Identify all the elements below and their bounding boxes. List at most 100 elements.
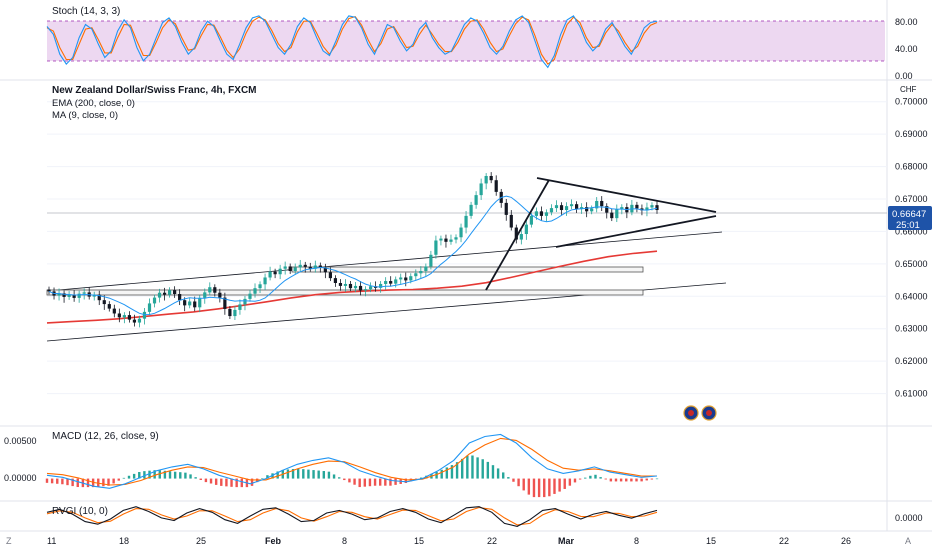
candle-body: [92, 294, 96, 297]
candle-body: [263, 277, 267, 285]
rvgi-title: RVGI (10, 0): [52, 506, 108, 517]
candle-body: [152, 297, 157, 304]
candle-body: [97, 294, 101, 301]
resistance-zone[interactable]: [291, 266, 644, 273]
macd-hist-bar: [45, 478, 49, 483]
candle-body: [554, 205, 559, 209]
macd-hist-bar: [86, 478, 90, 488]
channel-upper-line[interactable]: [46, 231, 723, 292]
candle-body: [519, 234, 523, 240]
candle-body: [484, 175, 488, 184]
candle-body: [203, 292, 207, 298]
ma-9-line: [48, 195, 658, 316]
candle-body: [529, 215, 533, 225]
macd-hist-bar: [614, 478, 618, 482]
macd-hist-bar: [553, 478, 556, 494]
macd-hist-bar: [71, 478, 74, 487]
rvgi-pane: RVGI (10, 0) 0.0000: [46, 506, 923, 527]
candle-body: [524, 224, 528, 235]
price-tick-label: 0.66000: [895, 226, 928, 236]
candle-body: [645, 207, 649, 211]
ema-legend[interactable]: EMA (200, close, 0): [52, 98, 135, 109]
macd-hist-bar: [476, 457, 479, 479]
macd-hist-bar: [286, 469, 290, 479]
pennant-upper-line[interactable]: [536, 177, 717, 213]
candle-body: [127, 315, 131, 320]
macd-tick-0: 0.00000: [4, 473, 37, 483]
candle-body: [278, 268, 282, 275]
time-label-15-mar: 15: [706, 536, 716, 546]
candle-body: [298, 264, 302, 268]
time-axis[interactable]: 11 18 25 Feb 8 15 22 Mar 8 15 22 26 Z A: [6, 536, 911, 546]
price-tick-label: 0.68000: [895, 162, 928, 172]
candle-body: [434, 240, 438, 255]
macd-tick-0005: 0.00500: [4, 436, 37, 446]
macd-hist-bar: [548, 478, 551, 497]
macd-hist-bar: [455, 462, 459, 479]
candle-body: [328, 272, 332, 279]
candle-body: [323, 267, 327, 273]
macd-hist-bar: [609, 478, 613, 482]
macd-hist-bar: [122, 477, 126, 479]
macd-hist-bar: [450, 465, 454, 479]
stoch-k-line: [46, 15, 658, 69]
candle-body: [474, 195, 478, 205]
candle-body: [82, 292, 86, 294]
candle-body: [585, 207, 589, 212]
candle-body: [569, 204, 574, 207]
price-tick-label: 0.61000: [895, 389, 928, 399]
macd-hist-bar: [655, 478, 659, 480]
macd-hist-bar: [394, 478, 397, 485]
candle-body: [655, 205, 659, 211]
macd-hist-bar: [312, 470, 315, 479]
candle-body: [107, 304, 111, 309]
price-tick-label: 0.67000: [895, 194, 928, 204]
macd-hist-bar: [132, 473, 136, 479]
symbol-title[interactable]: New Zealand Dollar/Swiss Franc, 4h, FXCM: [52, 85, 257, 96]
macd-hist-bar: [589, 475, 592, 479]
rvgi-line: [46, 506, 658, 527]
candle-body: [338, 282, 343, 286]
macd-hist-bar: [358, 478, 361, 488]
macd-hist-bar: [271, 473, 274, 479]
candle-body: [228, 308, 232, 317]
candle-body: [610, 212, 614, 219]
candle-body: [273, 271, 277, 275]
candle-body: [384, 281, 388, 284]
macd-hist-bar: [230, 478, 233, 487]
macd-hist-bar: [373, 478, 377, 486]
price-axis-ticks: 0.70000 0.69000 0.68000 0.67000 0.66000 0.650…: [895, 97, 928, 399]
candle-body: [494, 180, 498, 192]
macd-hist-bar: [619, 478, 623, 482]
flag-icons[interactable]: [683, 405, 717, 421]
macd-hist-bar: [322, 471, 326, 479]
macd-hist-bar: [332, 474, 336, 479]
auto-scale-button[interactable]: A: [905, 536, 911, 546]
candle-body: [238, 304, 242, 310]
macd-hist-bar: [148, 470, 151, 479]
macd-hist-bar: [378, 478, 382, 486]
time-label-mar: Mar: [558, 536, 575, 546]
candle-body: [178, 294, 182, 301]
candle-body: [72, 294, 76, 298]
flagpole-line[interactable]: [485, 179, 550, 291]
macd-hist-bar: [537, 478, 541, 498]
candle-body: [288, 266, 292, 271]
candle-body: [248, 293, 252, 299]
candle-body: [620, 207, 624, 210]
macd-hist-bar: [563, 478, 566, 489]
macd-hist-bar: [502, 472, 505, 479]
ma-legend[interactable]: MA (9, close, 0): [52, 110, 118, 121]
candle-body: [600, 200, 604, 207]
pennant-lower-line[interactable]: [555, 215, 717, 248]
macd-hist-bar: [466, 455, 469, 479]
candle-body: [635, 204, 639, 209]
candle-body: [595, 200, 599, 209]
candle-body: [233, 309, 237, 317]
macd-hist-bar: [158, 470, 161, 479]
price-tick-label: 0.65000: [895, 259, 928, 269]
timezone-button[interactable]: Z: [6, 536, 12, 546]
price-pane[interactable]: New Zealand Dollar/Swiss Franc, 4h, FXCM…: [46, 85, 932, 421]
currency-label: CHF: [900, 85, 917, 94]
